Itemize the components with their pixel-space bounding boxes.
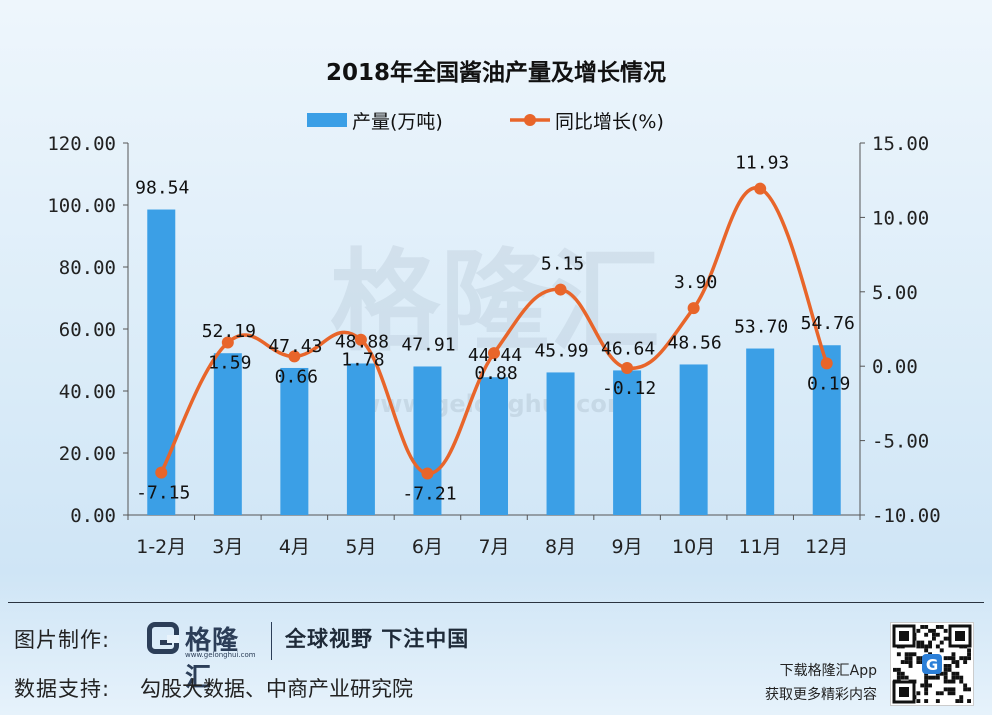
bar	[613, 370, 642, 515]
bar-value-label: 44.44	[468, 345, 522, 366]
growth-value-label: 0.66	[275, 366, 318, 387]
x-tick-label: 11月	[739, 536, 782, 558]
x-tick-label: 5月	[345, 536, 376, 558]
growth-point	[554, 283, 567, 296]
left-tick-label: 80.00	[59, 257, 116, 279]
bar-value-label: 47.43	[268, 336, 322, 357]
growth-point	[354, 333, 367, 346]
x-tick-label: 12月	[805, 536, 848, 558]
download-text-2: 获取更多精彩内容	[765, 687, 877, 703]
right-tick-label: 15.00	[872, 133, 929, 155]
growth-point	[621, 361, 634, 374]
right-tick-label: 10.00	[872, 207, 929, 229]
bar-value-label: 54.76	[801, 313, 855, 334]
data-support-value: 勾股大数据、中商产业研究院	[140, 677, 413, 701]
growth-point	[687, 302, 700, 315]
legend-bar-swatch	[307, 113, 347, 127]
qr-code-icon[interactable]: G	[890, 622, 974, 706]
growth-value-label: 0.88	[474, 363, 517, 384]
x-tick-label: 3月	[212, 536, 243, 558]
x-tick-label: 9月	[612, 536, 643, 558]
x-tick-label: 1-2月	[136, 536, 186, 558]
growth-point	[288, 350, 301, 363]
x-tick-label: 10月	[672, 536, 715, 558]
slogan: 全球视野 下注中国	[285, 627, 470, 651]
right-tick-label: -10.00	[872, 505, 941, 527]
logo-g-icon	[147, 622, 179, 654]
right-tick-label: 5.00	[872, 282, 918, 304]
growth-point	[754, 182, 767, 195]
watermark: 格隆汇	[330, 238, 660, 366]
left-tick-label: 100.00	[47, 195, 116, 217]
made-by-label: 图片制作:	[14, 628, 111, 652]
footer-logo[interactable]: 格隆汇 www.gelonghui.com	[147, 620, 259, 693]
growth-value-label: 1.59	[208, 353, 251, 374]
growth-point	[221, 336, 234, 349]
legend-line-marker	[524, 114, 536, 126]
bar-value-label: 45.99	[534, 340, 588, 361]
axes: 0.00 20.00 40.00 60.00 80.00 100.00 120.00 -10.…	[47, 133, 940, 558]
x-tick-label: 8月	[545, 536, 576, 558]
bar-value-label: 48.56	[668, 332, 722, 353]
bar	[213, 353, 242, 515]
growth-value-label: 11.93	[735, 153, 789, 174]
legend: 产量(万吨) 同比增长(%)	[307, 111, 664, 133]
growth-point	[488, 347, 500, 360]
bar-series	[147, 209, 841, 515]
bar	[147, 209, 176, 515]
bar-value-label: 47.91	[401, 334, 455, 355]
growth-point	[155, 466, 168, 479]
x-tick-label: 7月	[478, 536, 509, 558]
left-tick-label: 0.00	[70, 505, 116, 527]
bar-value-label: 48.88	[335, 331, 389, 352]
logo-separator	[271, 622, 272, 660]
left-tick-label: 40.00	[59, 381, 116, 403]
bar-value-label: 52.19	[202, 321, 256, 342]
logo-name: 格隆汇	[185, 626, 240, 693]
x-tick-label: 6月	[412, 536, 443, 558]
growth-value-label: -7.21	[402, 483, 456, 504]
bar	[812, 345, 841, 515]
left-tick-label: 60.00	[59, 319, 116, 341]
growth-value-label: 1.78	[341, 350, 384, 371]
growth-value-label: 3.90	[674, 272, 717, 293]
x-tick-label: 4月	[279, 536, 310, 558]
data-labels: 98.54 52.19 47.43 48.88 47.91 44.44 45.99 46.64…	[135, 153, 855, 505]
chart: 格隆汇 www.gelonghui.com 2018年全国酱油产量及增长情况 产…	[47, 59, 940, 558]
legend-line-label: 同比增长(%)	[555, 111, 664, 133]
svg-text:G: G	[926, 656, 938, 674]
bar	[413, 366, 442, 515]
growth-point	[820, 357, 833, 370]
bar-value-label: 46.64	[601, 338, 655, 359]
bar-value-label: 53.70	[734, 317, 788, 338]
chart-title: 2018年全国酱油产量及增长情况	[326, 59, 666, 86]
bar	[480, 377, 508, 515]
bar	[546, 372, 575, 515]
download-text-1[interactable]: 下载格隆汇App	[779, 663, 877, 679]
bar	[679, 364, 708, 515]
right-tick-label: -5.00	[872, 431, 929, 453]
left-tick-label: 120.00	[47, 133, 116, 155]
bar	[346, 363, 375, 515]
left-tick-label: 20.00	[59, 443, 116, 465]
legend-bar-label: 产量(万吨)	[352, 111, 443, 133]
right-tick-label: 0.00	[872, 356, 918, 378]
line-series	[155, 182, 833, 480]
growth-value-label: -0.12	[602, 378, 656, 399]
data-support-label: 数据支持:	[14, 677, 111, 701]
logo-url: www.gelonghui.com	[185, 651, 256, 659]
growth-point	[421, 467, 434, 480]
bar	[280, 367, 309, 515]
footer-divider	[8, 602, 984, 603]
growth-value-label: 0.19	[807, 373, 850, 394]
bar	[746, 348, 775, 515]
bar-value-label: 98.54	[135, 178, 189, 199]
growth-value-label: 5.15	[541, 254, 584, 275]
growth-value-label: -7.15	[136, 483, 190, 504]
